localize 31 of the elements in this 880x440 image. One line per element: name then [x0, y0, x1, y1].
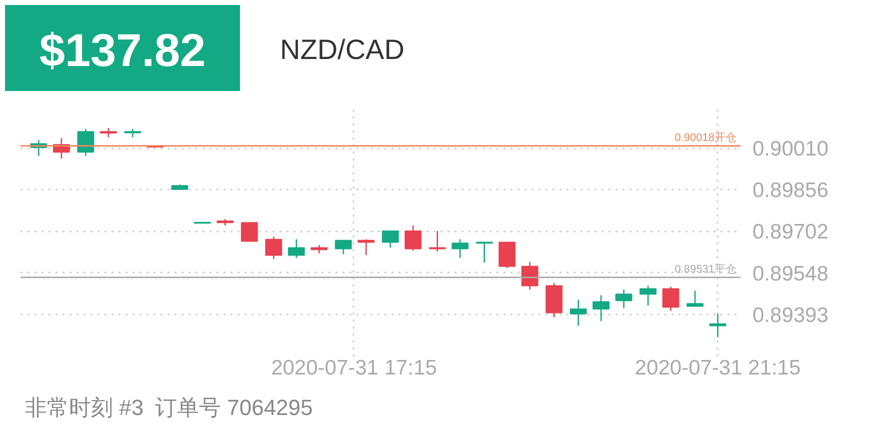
candlestick	[288, 238, 305, 259]
candlestick	[428, 230, 446, 252]
text: 订单号 7064295	[155, 394, 313, 422]
y-tick-label: 0.89393	[752, 304, 828, 328]
candlestick	[382, 230, 399, 248]
candlestick	[686, 290, 704, 307]
candlestick	[77, 128, 94, 157]
candlestick	[592, 294, 610, 322]
ref-line-label: 0.89531平仓	[674, 263, 737, 276]
candlestick	[404, 224, 422, 252]
candlestick	[570, 299, 587, 326]
candlestick	[640, 285, 656, 306]
ref-line-label: 0.90018开仓	[674, 132, 737, 144]
chart-title: $137.82	[39, 23, 206, 78]
candlestick	[358, 238, 375, 256]
candlestick	[334, 240, 352, 255]
candlestick	[100, 127, 117, 138]
x-tick-label: 2020-07-31 21:15	[634, 356, 801, 380]
y-tick-label: 0.89548	[752, 262, 828, 286]
y-tick-label: 0.89702	[752, 220, 828, 244]
y-tick-label: 0.89856	[752, 179, 828, 202]
candlestick	[452, 238, 469, 259]
candlestick	[240, 222, 258, 242]
candlestick	[265, 236, 282, 260]
y-tick-label: 0.90010	[752, 138, 828, 161]
text: 非常时刻 #3	[25, 394, 144, 422]
candlestick	[521, 261, 538, 290]
chart-subtitle: NZD/CAD	[280, 33, 404, 67]
candlestick	[615, 288, 632, 309]
x-tick-label: 2020-07-31 17:15	[271, 356, 437, 380]
candlestick	[662, 286, 680, 312]
